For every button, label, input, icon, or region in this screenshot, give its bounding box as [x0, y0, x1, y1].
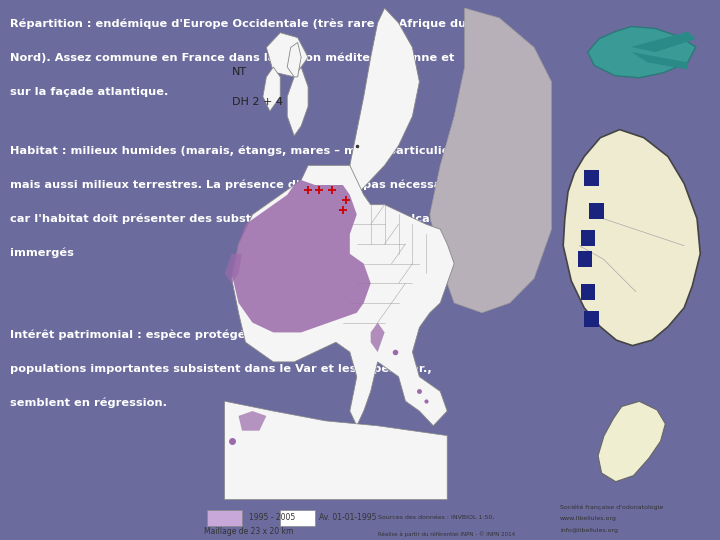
Text: semblent en régression.: semblent en régression. — [10, 398, 167, 408]
Text: DH 2 + 4: DH 2 + 4 — [232, 97, 282, 106]
Text: Répartition : endémique d'Europe Occidentale (très rare en Afrique du: Répartition : endémique d'Europe Occiden… — [10, 19, 467, 29]
Text: mais aussi milieux terrestres. La présence d'eau n'est pas nécessaire: mais aussi milieux terrestres. La présen… — [10, 179, 459, 190]
Text: car l'habitat doit présenter des substrats humides, rochers calcaires: car l'habitat doit présenter des substra… — [10, 213, 454, 224]
Polygon shape — [598, 401, 665, 482]
Text: Société française d'odonatologie: Société française d'odonatologie — [560, 505, 663, 510]
Polygon shape — [371, 322, 384, 352]
Polygon shape — [287, 43, 301, 77]
Bar — [577, 251, 593, 267]
Text: Intérêt patrimonial : espèce protégée en France (AN4). Des: Intérêt patrimonial : espèce protégée en… — [10, 330, 394, 340]
Polygon shape — [631, 31, 696, 52]
Polygon shape — [232, 180, 371, 333]
Bar — [589, 202, 603, 219]
Polygon shape — [430, 8, 552, 313]
Text: 1995 - 2005: 1995 - 2005 — [249, 513, 295, 522]
Text: Av. 01-01-1995: Av. 01-01-1995 — [318, 513, 376, 522]
Polygon shape — [631, 52, 688, 70]
Text: Nord). Assez commune en France dans la région méditerranéenne et: Nord). Assez commune en France dans la r… — [10, 53, 454, 63]
Polygon shape — [287, 67, 308, 136]
Text: Maillage de 23 x 20 km: Maillage de 23 x 20 km — [204, 527, 293, 536]
Polygon shape — [225, 401, 447, 500]
Polygon shape — [266, 32, 308, 77]
Bar — [581, 284, 595, 300]
Text: www.libellules.org: www.libellules.org — [560, 516, 617, 522]
Text: sur la façade atlantique.: sur la façade atlantique. — [10, 87, 168, 97]
Text: NT: NT — [232, 67, 247, 77]
Text: populations importantes subsistent dans le Var et les Alpes Mar.,: populations importantes subsistent dans … — [10, 364, 432, 374]
Polygon shape — [232, 165, 454, 426]
Polygon shape — [588, 26, 696, 78]
Text: Sources des données : INVBIOL 1:50,: Sources des données : INVBIOL 1:50, — [377, 515, 494, 520]
Bar — [584, 170, 598, 186]
Text: immergés: immergés — [10, 247, 74, 258]
Bar — [207, 510, 242, 526]
Polygon shape — [238, 411, 266, 431]
Text: Réalise à partir du référentiel INPN - © INPN 2014: Réalise à partir du référentiel INPN - ©… — [377, 531, 515, 537]
Polygon shape — [263, 67, 280, 111]
Polygon shape — [225, 254, 242, 284]
Text: info@libellules.org: info@libellules.org — [560, 528, 618, 533]
Bar — [581, 230, 595, 246]
Polygon shape — [350, 8, 419, 195]
Bar — [280, 510, 315, 526]
Bar — [584, 310, 598, 327]
Polygon shape — [563, 130, 701, 346]
Text: Habitat : milieux humides (marais, étangs, mares – milieu particulier): Habitat : milieux humides (marais, étang… — [10, 145, 461, 156]
